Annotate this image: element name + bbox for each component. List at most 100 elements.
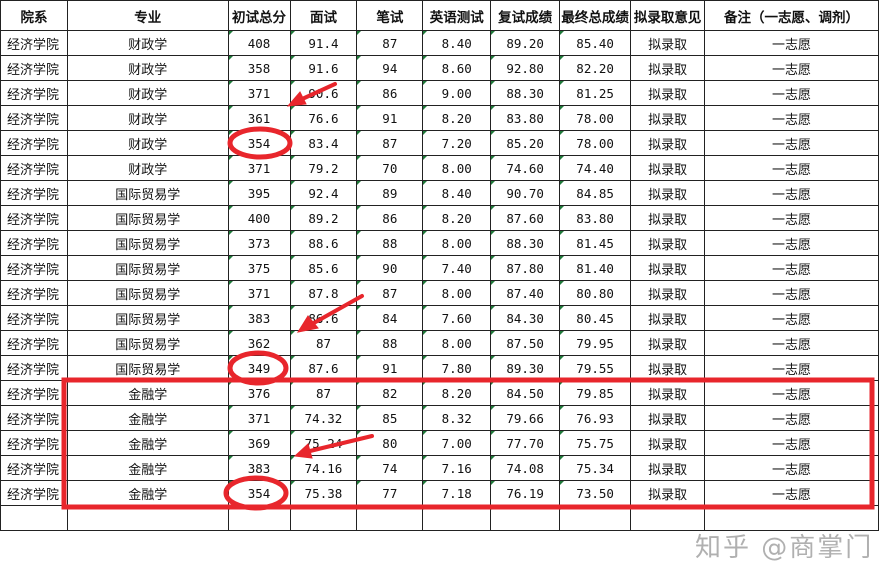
table-cell[interactable]: 经济学院 xyxy=(0,430,68,456)
table-cell[interactable]: 87.8 xyxy=(289,280,358,306)
table-cell[interactable]: 拟录取 xyxy=(630,230,706,256)
table-cell[interactable]: 90.6 xyxy=(289,80,358,106)
table-cell[interactable]: 74.40 xyxy=(559,155,632,181)
table-cell[interactable] xyxy=(289,505,358,531)
table-cell[interactable]: 82.20 xyxy=(559,55,632,81)
table-cell[interactable]: 354 xyxy=(227,480,291,506)
table-cell[interactable] xyxy=(66,505,229,531)
table-cell[interactable]: 经济学院 xyxy=(0,355,68,381)
table-cell[interactable]: 83.4 xyxy=(289,130,358,156)
table-cell[interactable]: 经济学院 xyxy=(0,280,68,306)
table-cell[interactable]: 371 xyxy=(227,155,291,181)
table-cell[interactable]: 7.16 xyxy=(422,455,492,481)
table-cell[interactable]: 财政学 xyxy=(66,130,229,156)
table-cell[interactable]: 拟录取 xyxy=(630,80,706,106)
table-cell[interactable]: 87 xyxy=(356,280,424,306)
table-cell[interactable]: 国际贸易学 xyxy=(66,280,229,306)
table-cell[interactable]: 财政学 xyxy=(66,105,229,131)
table-cell[interactable]: 85.20 xyxy=(490,130,561,156)
table-cell[interactable]: 财政学 xyxy=(66,30,229,56)
table-cell[interactable]: 拟录取 xyxy=(630,455,706,481)
table-cell[interactable]: 383 xyxy=(227,305,291,331)
table-cell[interactable]: 88.30 xyxy=(490,230,561,256)
table-cell[interactable]: 85 xyxy=(356,405,424,431)
table-cell[interactable]: 7.60 xyxy=(422,305,492,331)
table-cell[interactable]: 74.16 xyxy=(289,455,358,481)
table-cell[interactable]: 经济学院 xyxy=(0,155,68,181)
table-cell[interactable]: 90 xyxy=(356,255,424,281)
table-cell[interactable]: 89 xyxy=(356,180,424,206)
table-cell[interactable]: 8.40 xyxy=(422,180,492,206)
table-cell[interactable]: 75.24 xyxy=(289,430,358,456)
table-cell[interactable]: 一志愿 xyxy=(704,305,879,331)
table-cell[interactable]: 8.00 xyxy=(422,155,492,181)
table-cell[interactable]: 经济学院 xyxy=(0,330,68,356)
table-cell[interactable]: 9.00 xyxy=(422,80,492,106)
table-cell[interactable]: 一志愿 xyxy=(704,55,879,81)
table-cell[interactable]: 经济学院 xyxy=(0,205,68,231)
table-cell[interactable]: 90.70 xyxy=(490,180,561,206)
table-cell[interactable]: 94 xyxy=(356,55,424,81)
table-cell[interactable]: 一志愿 xyxy=(704,430,879,456)
table-cell[interactable]: 88.30 xyxy=(490,80,561,106)
table-cell[interactable]: 369 xyxy=(227,430,291,456)
table-cell[interactable]: 79.85 xyxy=(559,380,632,406)
table-cell[interactable]: 74.60 xyxy=(490,155,561,181)
table-cell[interactable]: 75.38 xyxy=(289,480,358,506)
table-cell[interactable]: 86 xyxy=(356,80,424,106)
table-cell[interactable]: 81.40 xyxy=(559,255,632,281)
table-cell[interactable]: 经济学院 xyxy=(0,305,68,331)
table-cell[interactable] xyxy=(704,505,879,531)
table-cell[interactable]: 82 xyxy=(356,380,424,406)
table-cell[interactable]: 财政学 xyxy=(66,155,229,181)
table-cell[interactable]: 77 xyxy=(356,480,424,506)
table-cell[interactable]: 89.30 xyxy=(490,355,561,381)
table-cell[interactable]: 80.45 xyxy=(559,305,632,331)
table-cell[interactable]: 84 xyxy=(356,305,424,331)
table-cell[interactable]: 91 xyxy=(356,105,424,131)
table-cell[interactable]: 经济学院 xyxy=(0,105,68,131)
table-cell[interactable]: 国际贸易学 xyxy=(66,230,229,256)
table-cell[interactable]: 76.93 xyxy=(559,405,632,431)
table-cell[interactable]: 经济学院 xyxy=(0,80,68,106)
table-cell[interactable]: 8.40 xyxy=(422,30,492,56)
table-cell[interactable]: 73.50 xyxy=(559,480,632,506)
table-cell[interactable]: 拟录取 xyxy=(630,130,706,156)
table-cell[interactable]: 88 xyxy=(356,230,424,256)
table-cell[interactable]: 一志愿 xyxy=(704,230,879,256)
table-cell[interactable]: 拟录取 xyxy=(630,330,706,356)
table-cell[interactable]: 79.55 xyxy=(559,355,632,381)
table-cell[interactable]: 8.00 xyxy=(422,280,492,306)
table-cell[interactable]: 383 xyxy=(227,455,291,481)
table-cell[interactable]: 371 xyxy=(227,405,291,431)
table-cell[interactable]: 一志愿 xyxy=(704,480,879,506)
table-cell[interactable]: 358 xyxy=(227,55,291,81)
table-cell[interactable]: 79.95 xyxy=(559,330,632,356)
table-cell[interactable]: 金融学 xyxy=(66,405,229,431)
table-cell[interactable]: 79.2 xyxy=(289,155,358,181)
table-cell[interactable]: 87.6 xyxy=(289,355,358,381)
table-cell[interactable]: 74 xyxy=(356,455,424,481)
table-cell[interactable]: 8.00 xyxy=(422,230,492,256)
table-cell[interactable]: 金融学 xyxy=(66,455,229,481)
table-cell[interactable] xyxy=(630,505,706,531)
table-cell[interactable]: 一志愿 xyxy=(704,255,879,281)
table-cell[interactable]: 88.6 xyxy=(289,230,358,256)
table-cell[interactable]: 一志愿 xyxy=(704,30,879,56)
table-cell[interactable] xyxy=(227,505,291,531)
table-cell[interactable]: 88 xyxy=(356,330,424,356)
table-cell[interactable] xyxy=(490,505,561,531)
table-cell[interactable]: 拟录取 xyxy=(630,155,706,181)
table-cell[interactable]: 一志愿 xyxy=(704,280,879,306)
table-cell[interactable]: 70 xyxy=(356,155,424,181)
table-cell[interactable] xyxy=(0,505,68,531)
table-cell[interactable]: 经济学院 xyxy=(0,180,68,206)
table-cell[interactable]: 92.80 xyxy=(490,55,561,81)
table-cell[interactable]: 国际贸易学 xyxy=(66,305,229,331)
table-cell[interactable]: 拟录取 xyxy=(630,430,706,456)
table-cell[interactable]: 81.25 xyxy=(559,80,632,106)
table-cell[interactable]: 354 xyxy=(227,130,291,156)
table-cell[interactable]: 一志愿 xyxy=(704,380,879,406)
table-cell[interactable]: 408 xyxy=(227,30,291,56)
table-cell[interactable]: 92.4 xyxy=(289,180,358,206)
